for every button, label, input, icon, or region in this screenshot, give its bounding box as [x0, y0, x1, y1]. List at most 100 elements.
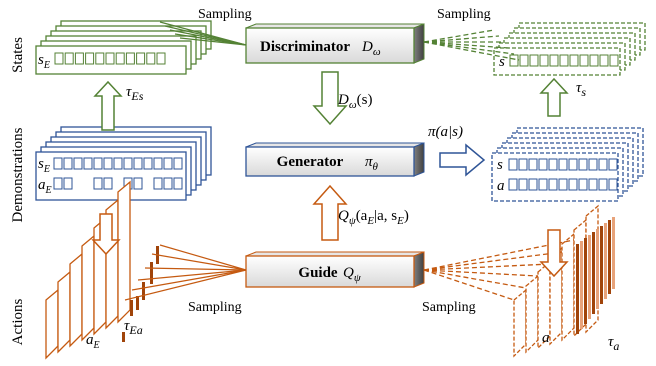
arrow-generator-to-samples [439, 143, 486, 177]
sampled-state-cell [579, 54, 589, 67]
sampling-line-green-dashed [423, 41, 515, 55]
gen-state-cell [528, 158, 538, 171]
sampling-line-orange-dashed [423, 269, 527, 289]
state-cell [115, 52, 125, 65]
arrow-demo-to-actions [91, 213, 121, 256]
gen-state-cell [558, 158, 568, 171]
demo-state-cell [73, 157, 83, 170]
sampling-line-orange-dashed [423, 269, 539, 277]
tau-es-label: τEs [126, 84, 144, 103]
sampled-action-stripe [612, 217, 615, 289]
tau-ea-label: τEa [124, 318, 143, 337]
sampled-action-slice [513, 288, 527, 358]
guide-box: Guide Qψ [245, 251, 425, 288]
tau-a-label: τa [608, 334, 619, 353]
gen-state-cell [608, 158, 618, 171]
demo-state-cell [123, 157, 133, 170]
demo-ae-label: aE [38, 177, 52, 196]
actions-ae-label: aE [86, 332, 100, 351]
gen-action-cell [508, 178, 518, 191]
sampling-label-bottom-left: Sampling [188, 300, 242, 315]
arrow-demo-to-states [93, 80, 123, 131]
demo-action-cell [163, 177, 173, 190]
tau-s-label: τs [576, 80, 586, 99]
demo-action-cell [153, 177, 163, 190]
gen-state-cell [568, 158, 578, 171]
demo-state-cell [93, 157, 103, 170]
sampling-line-orange-dashed [423, 251, 563, 271]
sampling-line-orange [144, 267, 247, 271]
sampling-line-green-dashed [423, 35, 500, 43]
gen-action-cell [538, 178, 548, 191]
sampled-action-slice [537, 260, 551, 350]
demo-state-cell [53, 157, 63, 170]
state-cell [95, 52, 105, 65]
sampled-action-stripe [580, 241, 583, 329]
action-slice [81, 234, 95, 342]
sampled-a-label: a [542, 330, 550, 346]
sampled-action-stripe [592, 232, 595, 314]
arrow-samples-to-actions [539, 229, 569, 278]
demo-action-cell [133, 177, 143, 190]
action-mark [122, 332, 125, 342]
gen-action-cell [608, 178, 618, 191]
discriminator-label: Discriminator [260, 39, 350, 55]
gen-state-cell [508, 158, 518, 171]
state-cell [125, 52, 135, 65]
guide-label: Guide [298, 265, 338, 281]
arrow-guide-to-generator [312, 184, 348, 241]
sampling-line-green-dashed [423, 29, 495, 43]
sampled-state-cell [609, 54, 619, 67]
sampled-action-stripe [600, 226, 603, 304]
demonstrations-stack [35, 126, 212, 201]
sampling-line-green-dashed [423, 41, 510, 49]
sampled-action-stripe [596, 229, 599, 309]
gen-s-label: s [497, 157, 503, 173]
sampled-action-slice [561, 232, 575, 342]
demo-state-cell [103, 157, 113, 170]
sampled-action-stripe [576, 244, 579, 334]
sampled-state-cell [599, 54, 609, 67]
action-mark [136, 296, 139, 310]
state-cell [146, 52, 156, 65]
sampled-action-stripe [584, 238, 587, 324]
discriminator-symbol: Dω [361, 39, 381, 58]
gen-state-cell [538, 158, 548, 171]
action-mark [150, 262, 153, 284]
expert-states-stack [35, 20, 212, 75]
demo-state-cell [143, 157, 153, 170]
sampling-line-orange [159, 244, 247, 271]
gen-state-cell [548, 158, 558, 171]
demo-action-cell [53, 177, 63, 190]
state-cell [64, 52, 74, 65]
action-slice [57, 270, 71, 354]
gen-action-cell [528, 178, 538, 191]
arrow-discriminator-to-generator [312, 71, 348, 126]
sampled-state-cell [519, 54, 529, 67]
gen-action-cell [568, 178, 578, 191]
gen-a-label: a [497, 178, 505, 194]
arrow-label-q-psi: Qψ(aE|a, sE) [338, 208, 409, 227]
demo-action-cell [93, 177, 103, 190]
sampled-state-cell [539, 54, 549, 67]
sampling-label-top-right: Sampling [437, 7, 491, 22]
gen-state-cell [598, 158, 608, 171]
arrow-label-d-omega-s: Dω(s) [337, 92, 372, 111]
state-cell [156, 52, 166, 65]
sampling-line-orange-dashed [423, 263, 551, 271]
gen-state-cell [518, 158, 528, 171]
gen-state-cell [588, 158, 598, 171]
sampled-action-slice [525, 274, 539, 354]
sampling-label-bottom-right: Sampling [422, 300, 476, 315]
sampled-action-stripe [608, 220, 611, 294]
demo-state-cell [133, 157, 143, 170]
state-cell [85, 52, 95, 65]
action-mark [142, 282, 145, 300]
action-slice [117, 180, 131, 324]
gen-action-cell [558, 178, 568, 191]
demo-state-cell [63, 157, 73, 170]
demo-action-cell [173, 177, 183, 190]
row-label-actions: Actions [10, 299, 26, 346]
